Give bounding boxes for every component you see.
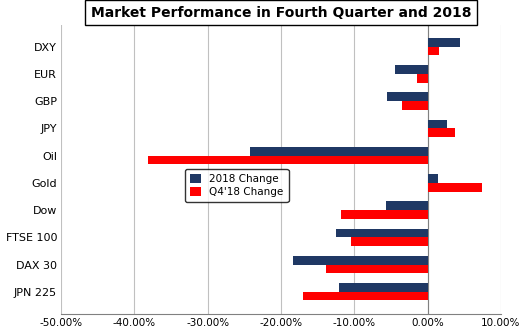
Bar: [339, 283, 428, 292]
Bar: [303, 292, 428, 301]
Bar: [428, 183, 482, 192]
Title: Market Performance in Fourth Quarter and 2018: Market Performance in Fourth Quarter and…: [91, 6, 471, 20]
Bar: [250, 147, 428, 156]
Bar: [327, 265, 428, 273]
Bar: [428, 47, 439, 55]
Bar: [294, 256, 428, 265]
Bar: [148, 156, 428, 164]
Bar: [428, 174, 439, 183]
Bar: [402, 101, 428, 110]
Bar: [387, 93, 428, 101]
Bar: [387, 201, 428, 210]
Bar: [428, 38, 460, 47]
Bar: [395, 65, 428, 74]
Bar: [336, 228, 428, 237]
Bar: [428, 128, 456, 137]
Bar: [351, 237, 428, 246]
Legend: 2018 Change, Q4'18 Change: 2018 Change, Q4'18 Change: [185, 169, 289, 202]
Bar: [417, 74, 428, 82]
Bar: [341, 210, 428, 219]
Bar: [428, 120, 447, 128]
